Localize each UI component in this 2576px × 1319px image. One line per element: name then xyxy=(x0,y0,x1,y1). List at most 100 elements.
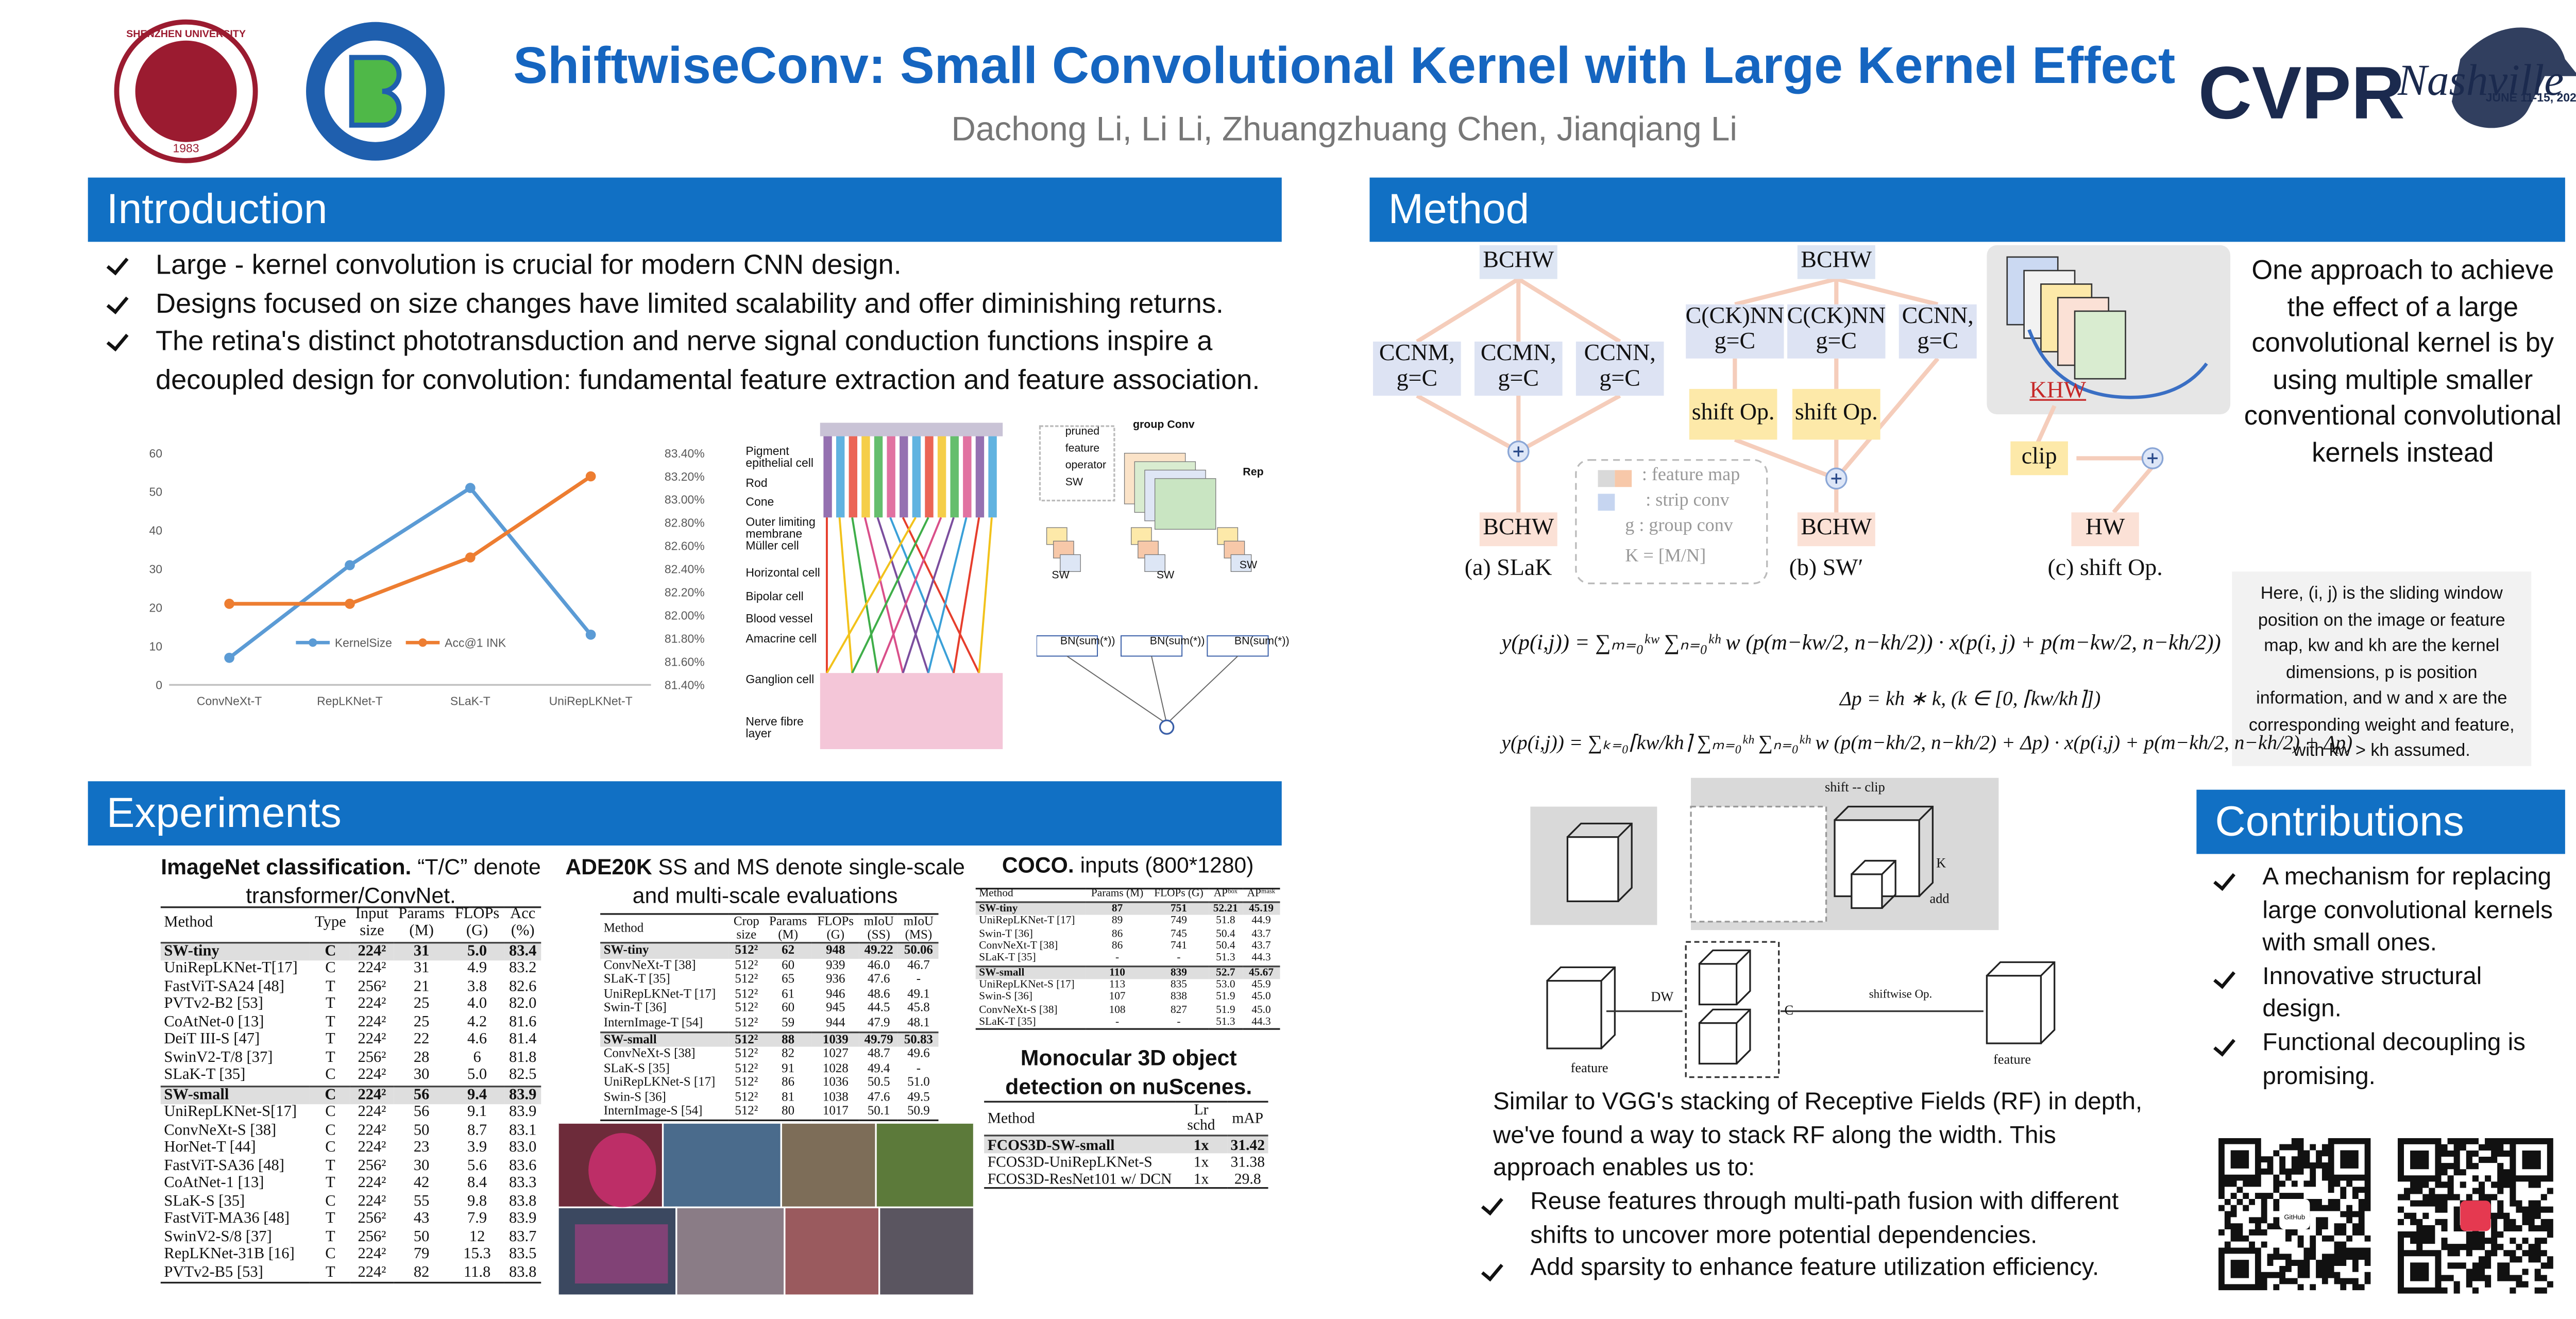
legend-box xyxy=(1575,459,1768,584)
table-cell: 224² xyxy=(358,996,386,1013)
table-cell: 749 xyxy=(1170,915,1187,927)
table-cell: 512² xyxy=(735,971,758,986)
table-cell: T xyxy=(326,978,335,995)
table-cell: - xyxy=(1177,1016,1181,1028)
table-cell: 948 xyxy=(812,941,859,958)
table-cell: 82.5 xyxy=(509,1067,537,1085)
qr-code: GitHub xyxy=(2218,1138,2371,1291)
table-row: FCOS3D-UniRepLKNet-S 1x 31.38 xyxy=(984,1154,1268,1171)
table-cell: 224² xyxy=(358,1246,386,1264)
data-table: Method Params (M) FLOPs (G) APᵇᵒˣ APᵐᵃˢᵏ SW-t… xyxy=(975,888,1280,1030)
table-cell: 48.7 xyxy=(867,1045,890,1061)
table-cell: 83.8 xyxy=(509,1264,537,1282)
table-cell: 43.7 xyxy=(1251,940,1271,952)
data-table: Method Crop size Params (M) FLOPs (G) mIoU (… xyxy=(600,913,939,1122)
y-tick-label: 10 xyxy=(149,639,163,653)
table-caption: ImageNet classification. “T/C” denote tr… xyxy=(161,852,541,910)
table-cell: 1036 xyxy=(822,1074,849,1090)
table-cell: 21 xyxy=(413,978,430,995)
table-cell: 50.4 xyxy=(1216,940,1235,952)
table-cell: 110 xyxy=(1086,965,1149,979)
figure-label: CCNM, g=C xyxy=(1373,341,1461,396)
figure-label: BCHW xyxy=(1479,512,1557,547)
arrow xyxy=(1416,394,1520,453)
table-cell: SwinV2-S/8 [37] xyxy=(164,1229,272,1246)
table-cell: 50.83 xyxy=(899,1030,939,1047)
table-cell: C xyxy=(310,941,351,961)
retina-label: Horizontal cell xyxy=(745,568,820,580)
table-row: SW-small C 224² 56 9.4 83.9 xyxy=(160,1085,541,1105)
fiber xyxy=(927,517,968,673)
table-cell: 25 xyxy=(413,996,430,1013)
table-cell: 30 xyxy=(413,1158,430,1175)
table-cell: 224² xyxy=(350,941,394,961)
table-cell: 53.0 xyxy=(1216,978,1235,991)
qr-center xyxy=(2279,1198,2310,1230)
photoreceptor xyxy=(849,433,857,518)
table-cell: 49.22 xyxy=(859,941,899,958)
table-row: FCOS3D-ResNet101 w/ DCN 1x 29.8 xyxy=(984,1171,1268,1189)
table-cell: - xyxy=(916,1059,921,1075)
retina-label: Outer limiting membrane xyxy=(745,517,816,542)
table-cell: 49.6 xyxy=(907,1045,930,1061)
table-cell: 512² xyxy=(735,1014,758,1030)
table-cell: 62 xyxy=(764,941,812,958)
section-heading: Experiments xyxy=(88,781,1282,846)
table-cell: 945 xyxy=(826,1000,845,1016)
table-cell: C xyxy=(325,1122,336,1139)
table-cell: 50 xyxy=(413,1229,430,1246)
table-row: SW-tiny 87 751 52.21 45.19 xyxy=(975,901,1280,916)
table-cell: 1038 xyxy=(822,1089,849,1104)
table-row: SwinV2-S/8 [37] T 256² 50 12 83.7 xyxy=(161,1229,541,1247)
table-cell: 42 xyxy=(413,1175,430,1193)
plus xyxy=(1513,446,1524,457)
series-line xyxy=(228,485,592,660)
table-row: RepLKNet-31B [16] C 224² 79 15.3 83.5 xyxy=(161,1247,541,1265)
table-cell: 48.6 xyxy=(867,985,890,1001)
retina-label: Ganglion cell xyxy=(745,674,815,687)
retina-figure xyxy=(820,422,1003,749)
table-cell: 51.3 xyxy=(1216,1016,1235,1028)
retina-label: Nerve fibre layer xyxy=(745,717,804,741)
header-row: Method Params (M) FLOPs (G) APᵇᵒˣ APᵐᵃˢᵏ xyxy=(975,888,1280,903)
table-cell: 839 xyxy=(1148,965,1209,979)
table-cell: 224² xyxy=(358,1264,386,1282)
fiber xyxy=(953,517,980,673)
table-cell: PVTv2-B5 [53] xyxy=(164,1264,263,1282)
sw-label: BN(sum(*)) xyxy=(1149,636,1205,648)
photoreceptor xyxy=(900,433,908,518)
table-cell: 56 xyxy=(413,1104,430,1122)
cube-depth xyxy=(1851,859,1896,909)
table-cell: 83.9 xyxy=(509,1104,537,1122)
table-cell: 82 xyxy=(413,1264,430,1282)
table-cell: 936 xyxy=(826,971,845,986)
column-header: Params (M) xyxy=(393,907,450,943)
y-tick-label: 60 xyxy=(149,447,163,460)
photoreceptor xyxy=(874,433,883,518)
x-tick-label: UniRepLKNet-T xyxy=(549,695,633,708)
pigment-layer xyxy=(820,422,1003,436)
photoreceptor xyxy=(950,433,959,518)
table-cell: 25 xyxy=(413,1013,430,1031)
sw-cell xyxy=(1060,554,1081,572)
ganglion-layer xyxy=(820,673,1003,749)
table-cell: 4.9 xyxy=(467,960,487,978)
table-cell: 3.8 xyxy=(467,978,487,995)
table-cell: InternImage-T [54] xyxy=(603,1014,703,1030)
table-cell: 8.7 xyxy=(467,1122,487,1139)
photoreceptor xyxy=(836,433,845,518)
table-row: UniRepLKNet-S[17] C 224² 56 9.1 83.9 xyxy=(161,1105,541,1123)
method-note: Here, (i, j) is the sliding window posit… xyxy=(2232,571,2532,766)
table-cell: SW-tiny xyxy=(160,941,311,961)
table-cell: 50.9 xyxy=(907,1103,930,1119)
table-cell: T xyxy=(326,1013,335,1031)
legend-dot xyxy=(418,638,427,647)
retina-label: Pigment epithelial cell xyxy=(745,446,814,470)
photoreceptor xyxy=(963,433,972,518)
equation: y(p(i,j)) = ∑ₘ₌₀ᵏʷ ∑ₙ₌₀ᵏʰ w (p(m−kw/2, n… xyxy=(1501,629,2221,655)
table-cell: 5.0 xyxy=(467,1067,487,1085)
fiber xyxy=(902,517,955,673)
table-cell: 5.0 xyxy=(450,941,505,961)
table-cell: C xyxy=(325,1193,336,1211)
column-header: Crop size xyxy=(728,914,764,944)
